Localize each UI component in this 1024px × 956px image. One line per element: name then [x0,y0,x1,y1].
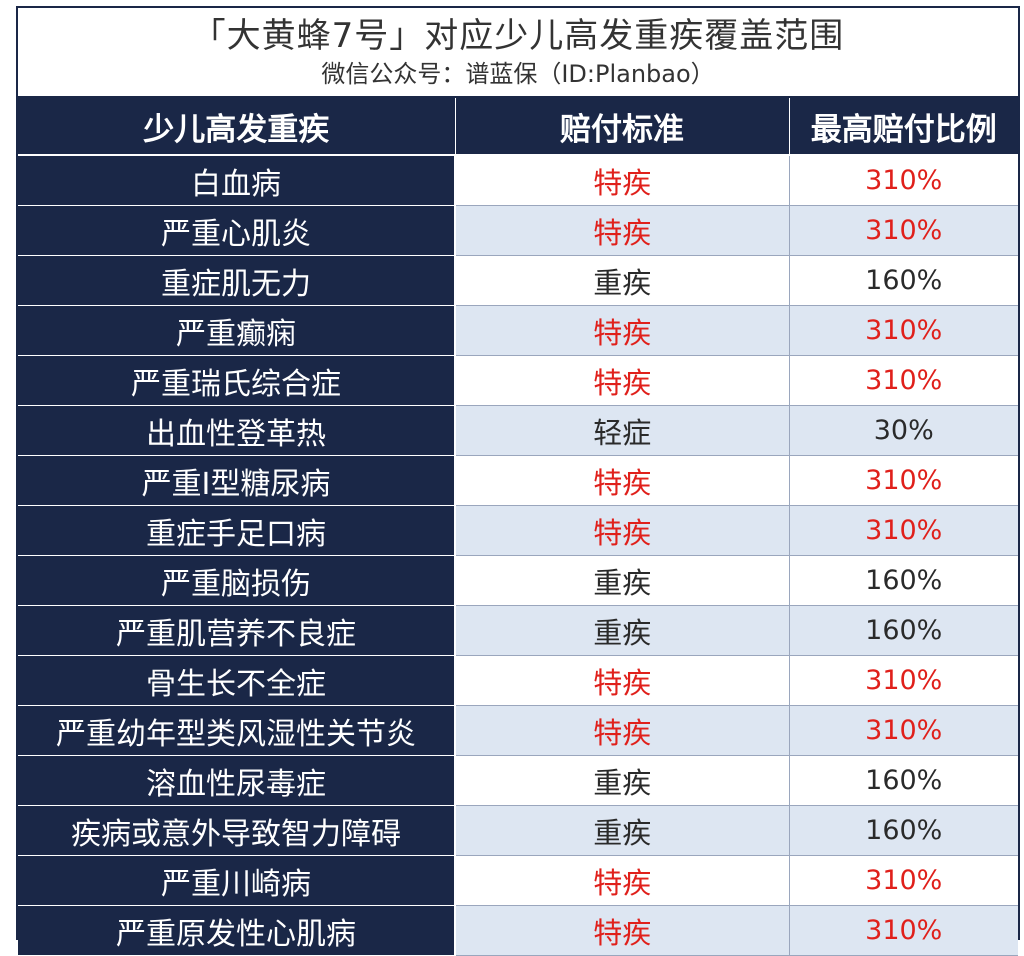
page-title: 「大黄蜂7号」对应少儿高发重疾覆盖范围 [191,16,845,56]
table-row: 严重肌营养不良症 重疾 160% [18,605,1018,656]
table-row: 严重瑞氏综合症 特疾 310% [18,355,1018,406]
payout-standard-cell: 特疾 [455,155,790,206]
column-header-disease: 少儿高发重疾 [18,98,456,156]
disease-name-cell: 疾病或意外导致智力障碍 [18,805,456,856]
table-header-row: 少儿高发重疾 赔付标准 最高赔付比例 [18,98,1018,156]
disease-name-cell: 严重幼年型类风湿性关节炎 [18,705,456,756]
max-payout-ratio-cell: 310% [789,305,1018,356]
disease-name-cell: 严重肌营养不良症 [18,605,456,656]
table-row: 骨生长不全症 特疾 310% [18,655,1018,706]
disease-name-cell: 溶血性尿毒症 [18,755,456,806]
coverage-table: 少儿高发重疾 赔付标准 最高赔付比例 白血病 特疾 310% 严重心肌炎 特疾 310% 重… [18,98,1018,956]
max-payout-ratio-cell: 160% [789,255,1018,306]
coverage-table-sheet: 「大黄蜂7号」对应少儿高发重疾覆盖范围 微信公众号：谱蓝保（ID:Planbao… [16,6,1020,956]
payout-standard-cell: 特疾 [455,205,790,256]
column-header-standard: 赔付标准 [455,98,790,156]
payout-standard-cell: 特疾 [455,855,790,906]
max-payout-ratio-cell: 160% [789,755,1018,806]
disease-name-cell: 严重脑损伤 [18,555,456,606]
disease-name-cell: 严重原发性心肌病 [18,905,456,956]
payout-standard-cell: 特疾 [455,655,790,706]
payout-standard-cell: 特疾 [455,455,790,506]
table-row: 严重脑损伤 重疾 160% [18,555,1018,606]
table-row: 严重心肌炎 特疾 310% [18,205,1018,256]
disease-name-cell: 白血病 [18,155,456,206]
max-payout-ratio-cell: 160% [789,555,1018,606]
disease-name-cell: 出血性登革热 [18,405,456,456]
table-row: 溶血性尿毒症 重疾 160% [18,755,1018,806]
table-row: 重症肌无力 重疾 160% [18,255,1018,306]
column-header-ratio: 最高赔付比例 [789,98,1018,156]
table-row: 严重原发性心肌病 特疾 310% [18,905,1018,956]
payout-standard-cell: 轻症 [455,405,790,456]
max-payout-ratio-cell: 310% [789,155,1018,206]
payout-standard-cell: 重疾 [455,255,790,306]
table-row: 严重癫痫 特疾 310% [18,305,1018,356]
disease-name-cell: 严重瑞氏综合症 [18,355,456,406]
max-payout-ratio-cell: 160% [789,805,1018,856]
table-row: 白血病 特疾 310% [18,155,1018,206]
table-body: 白血病 特疾 310% 严重心肌炎 特疾 310% 重症肌无力 重疾 160% 严重癫痫 特疾 310… [18,155,1018,956]
payout-standard-cell: 重疾 [455,555,790,606]
max-payout-ratio-cell: 160% [789,605,1018,656]
max-payout-ratio-cell: 310% [789,855,1018,906]
payout-standard-cell: 特疾 [455,305,790,356]
max-payout-ratio-cell: 310% [789,905,1018,956]
table-row: 重症手足口病 特疾 310% [18,505,1018,556]
payout-standard-cell: 重疾 [455,755,790,806]
payout-standard-cell: 特疾 [455,355,790,406]
payout-standard-cell: 重疾 [455,805,790,856]
table-row: 出血性登革热 轻症 30% [18,405,1018,456]
disease-name-cell: 严重川崎病 [18,855,456,906]
payout-standard-cell: 特疾 [455,505,790,556]
disease-name-cell: 重症肌无力 [18,255,456,306]
max-payout-ratio-cell: 30% [789,405,1018,456]
max-payout-ratio-cell: 310% [789,455,1018,506]
disease-name-cell: 严重I型糖尿病 [18,455,456,506]
payout-standard-cell: 特疾 [455,905,790,956]
table-row: 严重川崎病 特疾 310% [18,855,1018,906]
max-payout-ratio-cell: 310% [789,355,1018,406]
table-row: 严重幼年型类风湿性关节炎 特疾 310% [18,705,1018,756]
title-block: 「大黄蜂7号」对应少儿高发重疾覆盖范围 微信公众号：谱蓝保（ID:Planbao… [18,8,1018,98]
max-payout-ratio-cell: 310% [789,705,1018,756]
disease-name-cell: 严重心肌炎 [18,205,456,256]
page-subtitle: 微信公众号：谱蓝保（ID:Planbao） [321,60,715,88]
max-payout-ratio-cell: 310% [789,655,1018,706]
disease-name-cell: 严重癫痫 [18,305,456,356]
table-row: 严重I型糖尿病 特疾 310% [18,455,1018,506]
max-payout-ratio-cell: 310% [789,205,1018,256]
disease-name-cell: 重症手足口病 [18,505,456,556]
table-row: 疾病或意外导致智力障碍 重疾 160% [18,805,1018,856]
disease-name-cell: 骨生长不全症 [18,655,456,706]
payout-standard-cell: 特疾 [455,705,790,756]
max-payout-ratio-cell: 310% [789,505,1018,556]
payout-standard-cell: 重疾 [455,605,790,656]
